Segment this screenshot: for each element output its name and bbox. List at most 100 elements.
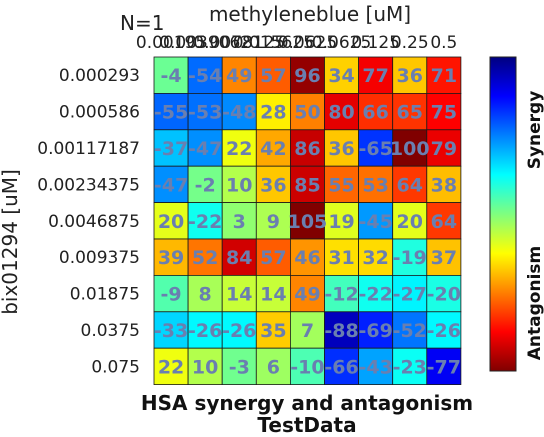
heatmap-value-label: -52	[393, 320, 427, 342]
y-axis-ticks: 0.000293 0.000586 0.00117187 0.00234375 0.00…	[37, 66, 140, 377]
heatmap-cell	[255, 202, 291, 240]
x-tick-label: 0.25	[391, 33, 429, 53]
heatmap-value-label: -26	[188, 320, 222, 342]
heatmap-value-label: 64	[397, 174, 423, 196]
heatmap-value-label: -26	[222, 320, 256, 342]
heatmap-cell	[426, 129, 462, 167]
heatmap-value-label: 22	[226, 138, 252, 160]
y-tick-label: 0.0046875	[48, 212, 140, 232]
heatmap-value-label: 79	[431, 138, 457, 160]
chart-title: HSA synergy and antagonism	[141, 391, 473, 415]
heatmap-cell	[187, 347, 223, 386]
x-tick-label: 0.5	[430, 33, 457, 53]
heatmap-cell	[358, 202, 394, 240]
heatmap-cell	[255, 347, 291, 386]
y-tick-label: 0.000586	[59, 103, 140, 123]
heatmap-cell	[221, 347, 257, 386]
heatmap-cell	[426, 165, 462, 203]
heatmap-value-label: -54	[188, 65, 222, 87]
heatmap-cell	[289, 347, 325, 386]
heatmap-cell	[324, 56, 359, 94]
heatmap-value-label: -45	[358, 211, 392, 233]
heatmap-value-label: 22	[158, 356, 184, 378]
colorbar-synergy-label: Synergy	[525, 91, 544, 170]
heatmap-value-label: 77	[362, 65, 388, 87]
heatmap-cell	[153, 129, 189, 167]
x-tick-label: 0.0078125	[193, 33, 285, 53]
heatmap-value-label: 8	[199, 284, 212, 306]
heatmap-value-label: 80	[328, 102, 354, 124]
y-tick-label: 0.00234375	[37, 175, 140, 195]
heatmap-value-label: -9	[160, 284, 181, 306]
colorbar	[489, 56, 517, 372]
heatmap-cell	[324, 347, 359, 386]
heatmap-value-label: -69	[358, 320, 392, 342]
heatmap-value-label: 32	[362, 247, 388, 269]
x-tick-label: 0.00195	[136, 33, 206, 53]
heatmap-value-label: -19	[393, 247, 427, 269]
heatmap-value-label: 64	[431, 211, 457, 233]
heatmap-cell	[187, 56, 223, 94]
heatmap-cell	[289, 274, 325, 313]
x-tick-label: 0.0625	[312, 33, 371, 53]
heatmap-value-label: 37	[431, 247, 457, 269]
heatmap-value-label: 57	[260, 247, 286, 269]
colorbar-antagonism-label: Antagonism	[525, 246, 544, 360]
heatmap-value-label: 86	[294, 138, 320, 160]
heatmap-cell	[221, 311, 257, 349]
heatmap-value-label: 36	[260, 174, 286, 196]
heatmap-cell	[153, 274, 189, 313]
heatmap-value-label: 105	[288, 211, 328, 233]
x-tick-label: 0.015625	[233, 33, 314, 53]
heatmap-cell	[187, 165, 223, 203]
heatmap-value-label: -27	[393, 284, 427, 306]
heatmap-value-label: -26	[427, 320, 461, 342]
heatmap-cell	[153, 93, 189, 131]
heatmap-cell	[358, 311, 394, 349]
y-axis-title: bix01294 [uM]	[0, 169, 22, 315]
heatmap-value-label: -47	[154, 174, 188, 196]
y-tick-label: 0.009375	[59, 248, 140, 268]
heatmap-cell	[289, 238, 325, 276]
heatmap-value-label: -66	[324, 356, 358, 378]
heatmap-value-label: -77	[427, 356, 461, 378]
y-tick-label: 0.01875	[70, 285, 140, 305]
heatmap-value-label: -2	[195, 174, 216, 196]
heatmap-value-label: 9	[267, 211, 280, 233]
heatmap-value-label: 100	[390, 138, 430, 160]
heatmap-value-label: -23	[393, 356, 427, 378]
x-tick-label: 0.0625	[278, 33, 337, 53]
heatmap-value-label: -20	[427, 284, 461, 306]
heatmap-value-label: 7	[301, 320, 314, 342]
heatmap-cells	[153, 56, 462, 386]
heatmap-value-label: 66	[362, 102, 388, 124]
x-tick-label: 0.125	[351, 33, 400, 53]
heatmap-value-label: -43	[358, 356, 392, 378]
heatmap-value-label: 20	[158, 211, 184, 233]
heatmap-value-label: -65	[358, 138, 392, 160]
heatmap-value-label: 65	[397, 102, 423, 124]
heatmap-value-label: 3	[233, 211, 246, 233]
heatmap-cell	[289, 93, 325, 131]
heatmap-value-labels: -4 -54 49 57 96 34 77 36 71-55 -53 -48 28 50 80 66 65 75…	[154, 65, 461, 378]
heatmap-cell	[255, 238, 291, 276]
heatmap-value-label: -3	[229, 356, 250, 378]
heatmap-cell	[153, 311, 189, 349]
heatmap-value-label: 42	[260, 138, 286, 160]
heatmap-value-label: 55	[328, 174, 354, 196]
y-tick-label: 0.075	[91, 357, 140, 377]
heatmap-cell	[392, 93, 428, 131]
heatmap-cell	[358, 274, 394, 313]
heatmap-value-label: 85	[294, 174, 320, 196]
heatmap-cell	[153, 165, 189, 203]
heatmap-value-label: 52	[192, 247, 218, 269]
heatmap-cell	[221, 93, 257, 131]
heatmap-cell	[426, 347, 462, 386]
sample-count-label: N=1	[120, 11, 164, 35]
heatmap-cell	[324, 202, 359, 240]
heatmap-cell	[392, 56, 428, 94]
heatmap-cell	[358, 347, 394, 386]
heatmap-cell	[221, 202, 257, 240]
heatmap-value-label: 14	[226, 284, 252, 306]
